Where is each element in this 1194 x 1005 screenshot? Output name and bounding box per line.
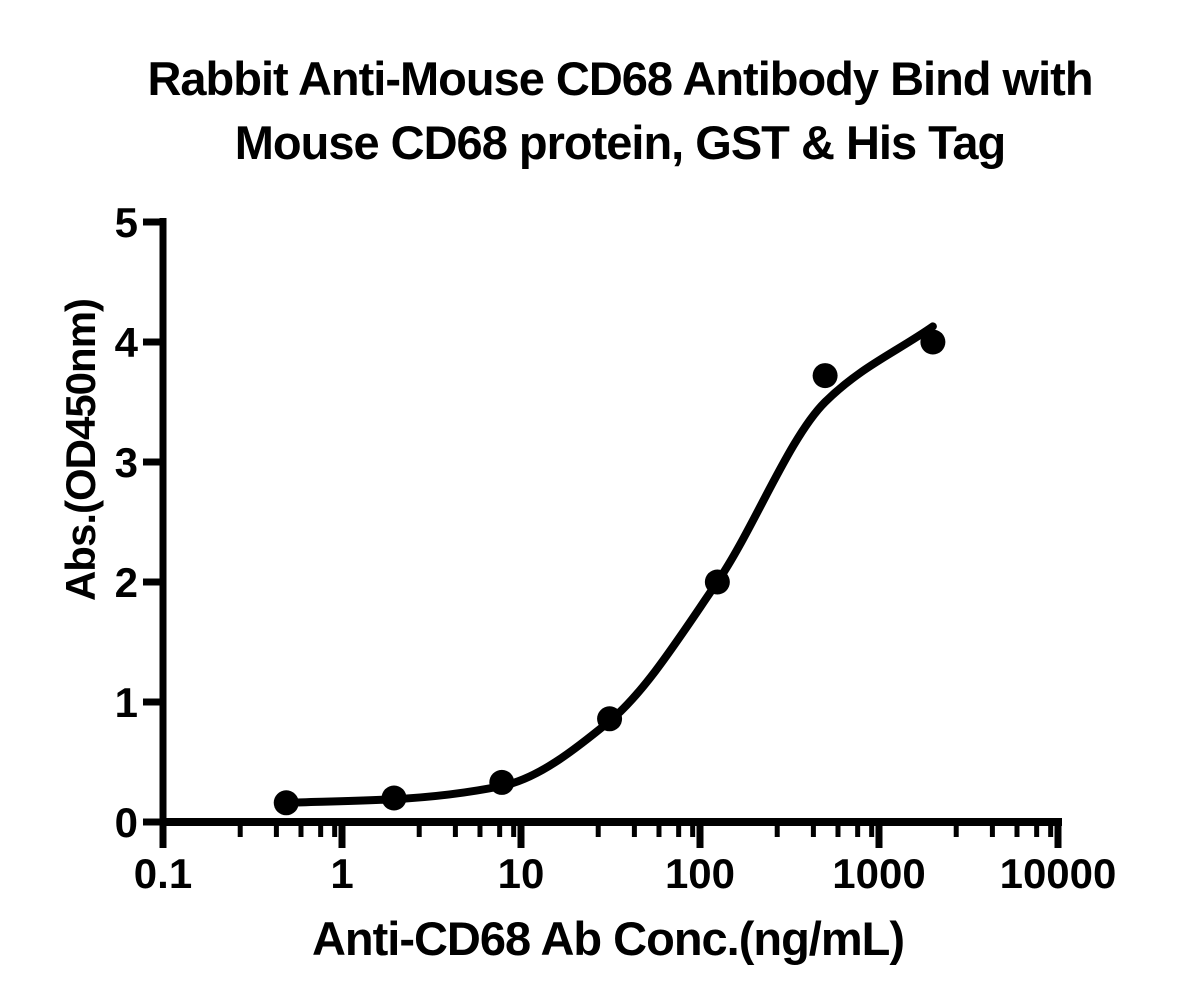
y-tick-label: 4 [115,319,139,366]
data-point [920,329,946,355]
data-point [812,363,838,389]
chart-title-line-1: Rabbit Anti-Mouse CD68 Antibody Bind wit… [147,52,1092,105]
x-tick-label: 10000 [1000,850,1117,897]
y-tick-label: 5 [115,199,138,246]
fit-curve-path [282,322,937,807]
x-tick-label: 10 [498,850,545,897]
data-point [704,569,730,595]
data-point [273,790,299,816]
x-tick-label: 1 [330,850,353,897]
x-tick-label: 1000 [832,850,925,897]
data-point [381,785,407,811]
data-point [489,769,515,795]
y-tick-label: 3 [115,439,138,486]
axes [143,218,1062,848]
data-point [597,706,623,732]
x-axis-title: Anti-CD68 Ab Conc.(ng/mL) [312,912,904,965]
y-tick-label: 2 [115,559,138,606]
y-axis-title: Abs.(OD450nm) [57,299,104,601]
x-tick-label: 100 [665,850,735,897]
chart-title-line-2: Mouse CD68 protein, GST & His Tag [235,116,1005,169]
y-tick-label: 1 [115,679,138,726]
y-tick-label: 0 [115,799,138,846]
tick-labels: 0 1 2 3 4 5 0.1 1 10 100 1000 10000 [115,199,1117,897]
fit-curve [282,322,937,807]
x-tick-label: 0.1 [134,850,192,897]
data-points [273,329,946,816]
